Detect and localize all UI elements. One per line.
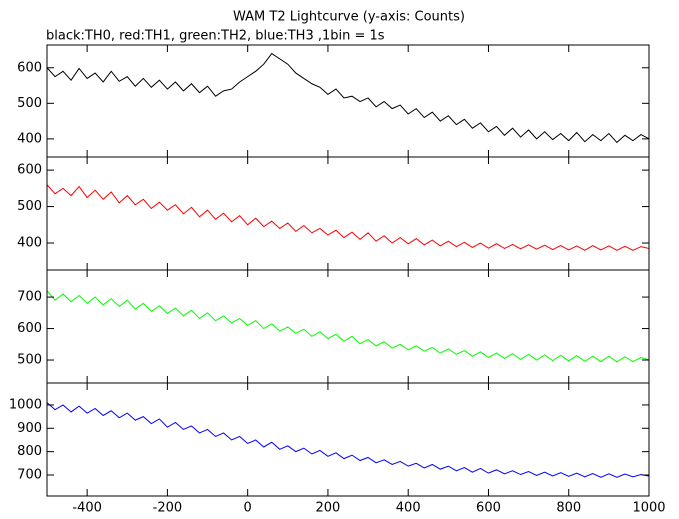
y-tick-label: 400 — [17, 131, 42, 146]
y-tick-label: 900 — [17, 421, 42, 436]
data-line — [46, 52, 650, 144]
data-line — [46, 290, 650, 363]
x-tick-label: -400 — [72, 501, 102, 516]
data-line — [46, 184, 650, 251]
y-tick-label: 600 — [17, 321, 42, 336]
y-tick-label: 500 — [17, 353, 42, 368]
x-tick-label: 400 — [396, 501, 421, 516]
y-tick-label: 1000 — [9, 397, 42, 412]
y-tick-label: 500 — [17, 96, 42, 111]
x-tick-label: 0 — [244, 501, 252, 516]
y-tick-label: 500 — [17, 199, 42, 214]
x-tick-label: -200 — [153, 501, 183, 516]
x-tick-label: 1000 — [632, 501, 665, 516]
x-tick-label: 600 — [476, 501, 501, 516]
y-tick-label: 700 — [17, 467, 42, 482]
y-tick-label: 600 — [17, 163, 42, 178]
y-tick-label: 700 — [17, 290, 42, 305]
chart-title: WAM T2 Lightcurve (y-axis: Counts) — [233, 10, 465, 25]
x-tick-label: 200 — [316, 501, 341, 516]
y-tick-label: 400 — [17, 236, 42, 251]
panel-frame — [46, 382, 650, 497]
data-line — [46, 402, 650, 478]
x-tick-label: 800 — [556, 501, 581, 516]
chart-subtitle: black:TH0, red:TH1, green:TH2, blue:TH3 … — [46, 29, 385, 44]
y-tick-label: 600 — [17, 60, 42, 75]
y-tick-label: 800 — [17, 444, 42, 459]
